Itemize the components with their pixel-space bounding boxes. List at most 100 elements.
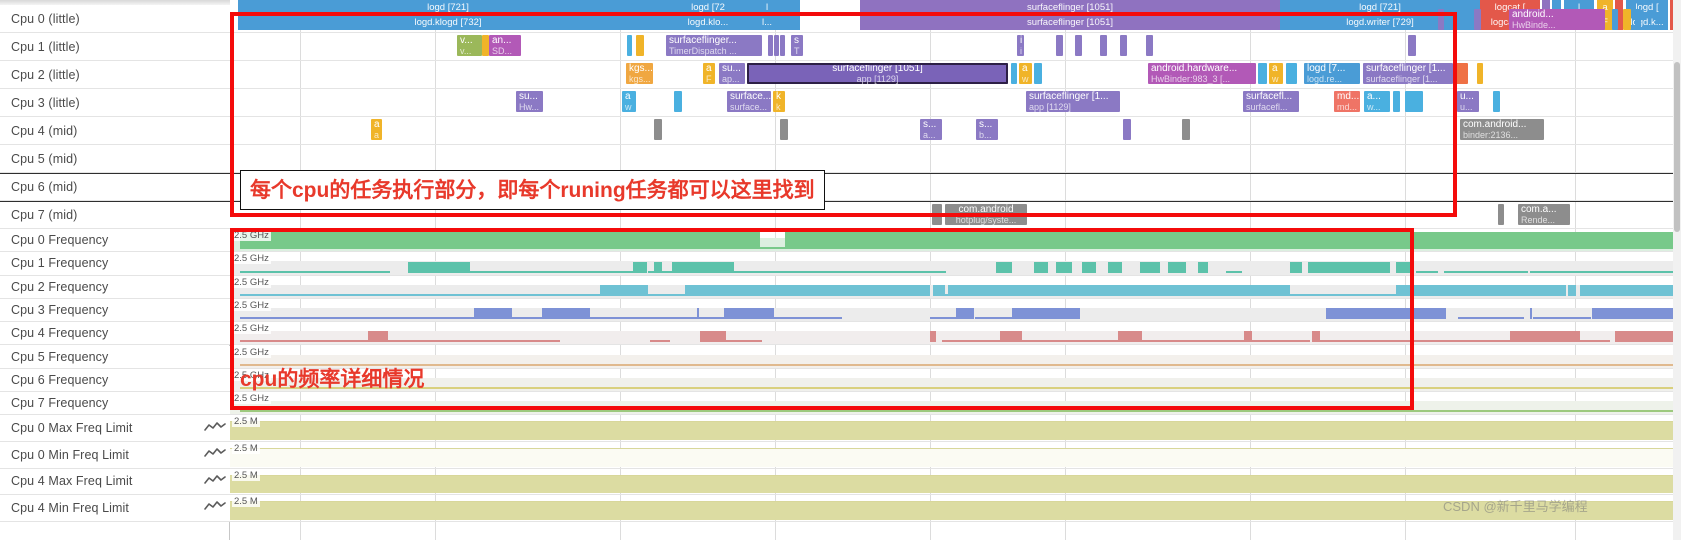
sched-slice[interactable] — [1408, 35, 1416, 56]
summary-slice[interactable]: logd [721] — [238, 0, 658, 15]
sched-slice[interactable] — [1393, 91, 1400, 112]
sidebar-item-cpu-6-frequency[interactable]: Cpu 6 Frequency — [0, 368, 230, 393]
sched-slice[interactable] — [636, 35, 644, 56]
track-cpu-0-little[interactable]: android... HwBinde... — [230, 5, 1681, 33]
sidebar-item-cpu-0-min-freq-limit[interactable]: Cpu 0 Min Freq Limit — [0, 442, 230, 469]
scrollbar-thumb[interactable] — [1674, 62, 1680, 232]
sched-slice[interactable] — [1100, 35, 1107, 56]
sched-slice[interactable] — [627, 35, 632, 56]
summary-slice[interactable] — [1542, 0, 1550, 15]
sidebar-item-cpu-5-frequency[interactable]: Cpu 5 Frequency — [0, 345, 230, 369]
sched-slice[interactable]: logd [7... logd.re... — [1304, 63, 1360, 84]
sched-slice[interactable]: com.android hotplug/syste... — [945, 204, 1027, 225]
track-cpu-1-little[interactable]: v... v... an... SD... surfaceflinger... Timer… — [230, 33, 1681, 61]
sched-slice[interactable]: surfaceflinger [1... app [1129] — [1026, 91, 1120, 112]
track-cpu-3-little[interactable]: su... Hw... a w surface... surface... k k surfac… — [230, 89, 1681, 117]
sched-slice[interactable] — [1146, 35, 1153, 56]
sched-slice[interactable] — [768, 35, 773, 56]
summary-slice[interactable]: logd.klo... — [658, 15, 758, 30]
sidebar-item-cpu-1-frequency[interactable]: Cpu 1 Frequency — [0, 252, 230, 276]
sidebar-item-cpu-0-little[interactable]: Cpu 0 (little) — [0, 5, 230, 33]
sched-slice[interactable]: s... b... — [976, 119, 998, 140]
sched-slice[interactable] — [482, 35, 489, 56]
sched-slice[interactable]: su... ap... — [719, 63, 745, 84]
track-cpu-2-frequency[interactable]: 2.5 GHz — [230, 276, 1681, 299]
track-cpu-4-min-freq-limit[interactable]: 2.5 M — [230, 495, 1681, 522]
sched-slice[interactable]: surfaceflinger... TimerDispatch ... — [666, 35, 762, 56]
sched-slice[interactable] — [674, 91, 682, 112]
sched-slice[interactable] — [1635, 9, 1641, 30]
sched-slice[interactable]: surfaceflinger [1051] app [1129] — [747, 63, 1008, 84]
sidebar-item-cpu-4-min-freq-limit[interactable]: Cpu 4 Min Freq Limit — [0, 495, 230, 522]
sched-slice[interactable]: android... HwBinde... — [1509, 9, 1605, 30]
track-cpu-1-frequency[interactable]: 2.5 GHz — [230, 252, 1681, 276]
sidebar-item-cpu-5-mid[interactable]: Cpu 5 (mid) — [0, 145, 230, 173]
summary-slice[interactable] — [800, 0, 860, 15]
track-cpu-5-frequency[interactable]: 2.5 GHz — [230, 346, 1681, 369]
sched-slice[interactable] — [780, 119, 788, 140]
sched-slice[interactable]: an... SD... — [489, 35, 521, 56]
track-cpu-6-mid[interactable] — [230, 173, 1681, 201]
sched-slice[interactable]: surfaceflinger [1... surfaceflinger [1... — [1363, 63, 1453, 84]
sched-slice[interactable] — [1075, 35, 1082, 56]
sidebar-item-cpu-4-frequency[interactable]: Cpu 4 Frequency — [0, 322, 230, 346]
track-cpu-7-frequency[interactable]: 2.5 GHz — [230, 392, 1681, 416]
sched-slice[interactable]: surfacefl... surfacefl... — [1243, 91, 1299, 112]
sched-slice[interactable] — [932, 204, 942, 225]
sched-slice[interactable] — [1612, 9, 1618, 30]
sched-slice[interactable]: u... u... — [1457, 91, 1479, 112]
sidebar-item-cpu-3-little[interactable]: Cpu 3 (little) — [0, 89, 230, 117]
sched-slice[interactable]: v... v... — [457, 35, 482, 56]
summary-slice[interactable] — [1552, 0, 1561, 15]
summary-slice[interactable] — [1615, 15, 1623, 30]
summary-slice[interactable]: l... — [758, 15, 776, 30]
track-cpu-6-frequency[interactable]: 2.5 GHz — [230, 369, 1681, 393]
sched-slice[interactable]: s... a... — [920, 119, 942, 140]
track-cpu-5-mid[interactable] — [230, 145, 1681, 173]
sched-slice[interactable] — [774, 35, 779, 56]
sched-slice[interactable] — [1034, 63, 1042, 84]
summary-slice[interactable]: surfaceflinger [1051] — [860, 15, 1280, 30]
sidebar-item-cpu-1-little[interactable]: Cpu 1 (little) — [0, 33, 230, 61]
sched-slice[interactable] — [1493, 91, 1500, 112]
summary-slice[interactable]: logd.writer [729] — [1280, 15, 1480, 30]
sidebar-item-cpu-2-frequency[interactable]: Cpu 2 Frequency — [0, 275, 230, 299]
sched-slice[interactable] — [780, 35, 785, 56]
cpu-summary-upper[interactable]: logd [721] logd [72 l surfaceflinger [1051]… — [230, 0, 1681, 15]
sched-slice[interactable] — [1498, 204, 1504, 225]
summary-slice[interactable]: l — [758, 0, 776, 15]
sidebar-item-cpu-6-mid[interactable]: Cpu 6 (mid) — [0, 173, 230, 201]
sched-slice[interactable]: com.a... Rende... — [1518, 204, 1570, 225]
track-cpu-4-max-freq-limit[interactable]: 2.5 M — [230, 469, 1681, 496]
summary-slice[interactable] — [1615, 0, 1623, 15]
sched-slice[interactable] — [1258, 63, 1267, 84]
sched-slice[interactable]: kgs... kgs... — [626, 63, 653, 84]
track-cpu-4-frequency[interactable]: 2.5 GHz — [230, 322, 1681, 346]
track-cpu-3-frequency[interactable]: 2.5 GHz — [230, 299, 1681, 323]
cpu-summary-lower[interactable]: logd.klogd [732] logd.klo... l... surfacefl… — [230, 15, 1681, 30]
sched-slice[interactable] — [1405, 91, 1423, 112]
summary-slice[interactable] — [800, 15, 860, 30]
sidebar-item-cpu-3-frequency[interactable]: Cpu 3 Frequency — [0, 298, 230, 323]
sidebar-item-cpu-4-max-freq-limit[interactable]: Cpu 4 Max Freq Limit — [0, 468, 230, 496]
sched-slice[interactable]: android.hardware... HwBinder:983_3 [... — [1148, 63, 1256, 84]
track-cpu-4-mid[interactable]: a a s... a... s... b... com.android... binder:2… — [230, 117, 1681, 145]
sched-slice[interactable] — [1120, 35, 1127, 56]
track-cpu-0-max-freq-limit[interactable]: 2.5 M — [230, 415, 1681, 442]
sched-slice[interactable] — [1456, 63, 1468, 84]
sidebar-item-cpu-4-mid[interactable]: Cpu 4 (mid) — [0, 117, 230, 145]
sched-slice[interactable] — [1474, 9, 1481, 30]
timeline-canvas[interactable]: logd [721] logd [72 l surfaceflinger [1051]… — [230, 0, 1681, 540]
summary-slice[interactable]: logd [72 — [658, 0, 758, 15]
sched-slice[interactable]: a... w... — [1364, 91, 1390, 112]
sched-slice[interactable] — [1123, 119, 1131, 140]
sched-slice[interactable]: md... md... — [1334, 91, 1360, 112]
summary-slice[interactable] — [776, 0, 800, 15]
vertical-scrollbar[interactable] — [1673, 0, 1681, 540]
